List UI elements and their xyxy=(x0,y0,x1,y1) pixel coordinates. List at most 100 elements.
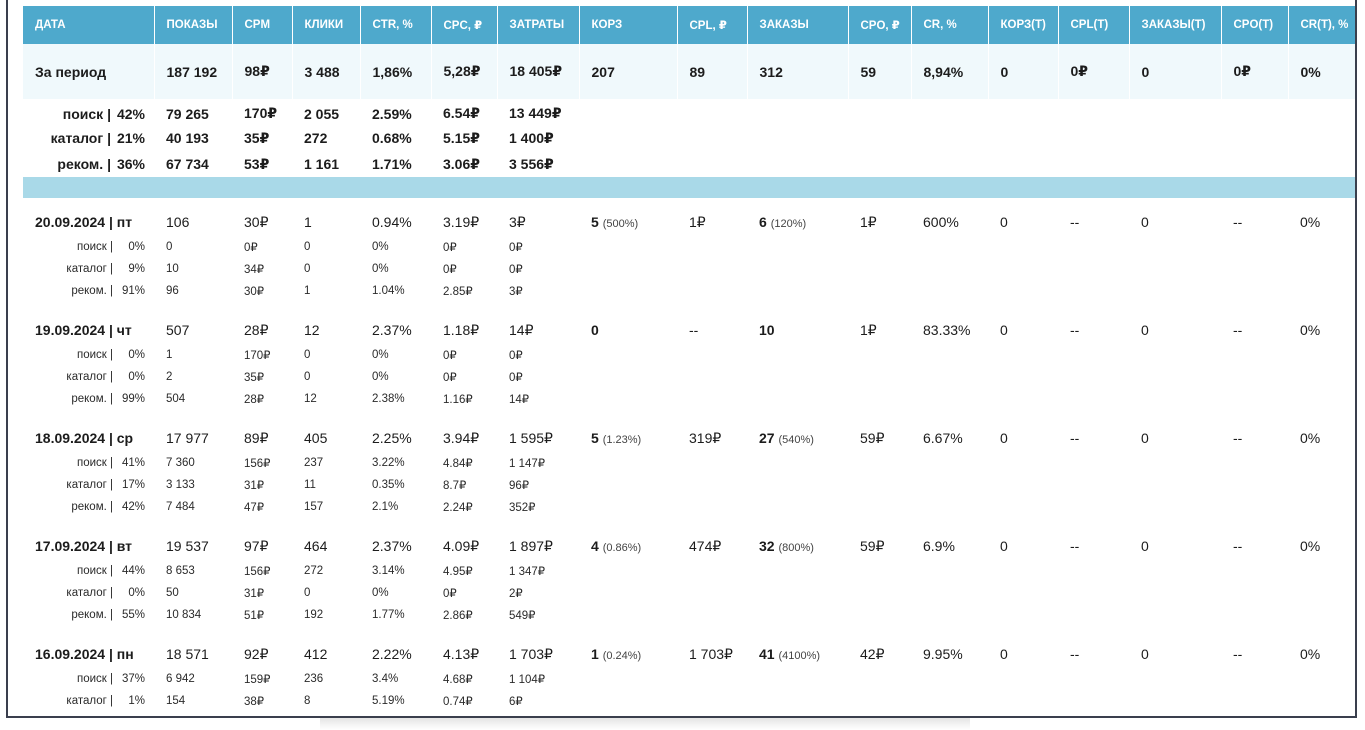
day-source-cell: 3.14% xyxy=(372,565,405,577)
column-header[interactable]: CPC, ₽ xyxy=(431,6,498,44)
stats-table: ДАТА ПОКАЗЫ CPM КЛИКИ CTR, % CPC, ₽ ЗАТРАТЫ КОР… xyxy=(23,6,1355,716)
day-source-cell: 0% xyxy=(372,263,389,275)
day-source-share: 44% xyxy=(121,565,145,577)
day-source-cell: 28₽ xyxy=(244,394,265,406)
empty-cell xyxy=(1221,690,1288,712)
source-name: каталог | xyxy=(50,130,111,146)
day-source-name: поиск | xyxy=(76,457,113,469)
day-source-cell: 2.1% xyxy=(372,501,399,513)
column-header[interactable]: CPM xyxy=(232,6,293,44)
day-cpo: 1₽ xyxy=(860,213,877,230)
empty-cell xyxy=(988,712,1058,716)
empty-cell xyxy=(988,452,1058,474)
day-source-name: каталог | xyxy=(66,371,113,383)
empty-cell xyxy=(1058,344,1129,366)
empty-cell xyxy=(1288,560,1355,582)
column-header[interactable]: КЛИКИ xyxy=(292,6,361,44)
orders-value: 10 xyxy=(759,322,775,338)
empty-cell xyxy=(1288,125,1355,151)
day-source-cell: 0₽ xyxy=(509,372,523,384)
empty-cell xyxy=(1129,125,1221,151)
empty-cell xyxy=(848,690,911,712)
column-header[interactable]: ЗАТРАТЫ xyxy=(497,6,580,44)
day-date: 16.09.2024 | пн xyxy=(35,646,134,662)
column-header[interactable]: КОРЗ(Т) xyxy=(988,6,1059,44)
orders-percent: (120%) xyxy=(770,218,807,230)
day-date: 18.09.2024 | ср xyxy=(35,430,134,446)
source-label: реком. | 36% xyxy=(23,151,154,177)
day-source-cell: 1.16₽ xyxy=(443,394,473,406)
empty-cell xyxy=(579,668,677,690)
empty-cell xyxy=(911,690,988,712)
empty-cell xyxy=(1058,236,1129,258)
empty-cell xyxy=(747,99,848,125)
day-cr: 600% xyxy=(923,214,959,230)
day-source-name: поиск | xyxy=(76,565,113,577)
day-source-cell: 0₽ xyxy=(443,588,457,600)
empty-cell xyxy=(677,690,747,712)
day-source-cell: 11 xyxy=(304,479,316,491)
day-source-cell: 34₽ xyxy=(244,264,265,276)
empty-cell xyxy=(911,125,988,151)
source-cell: 35₽ xyxy=(244,129,270,146)
day-source-share: 42% xyxy=(121,501,145,513)
empty-cell xyxy=(848,258,911,280)
day-source-cell: 2 xyxy=(166,371,173,383)
day-cell: 1 xyxy=(304,214,312,230)
empty-cell xyxy=(677,474,747,496)
bottom-shadow xyxy=(320,718,970,730)
day-source-name: реком. | xyxy=(71,393,113,405)
day-source-cell: 0 xyxy=(166,241,173,253)
day-cell: 3₽ xyxy=(509,213,526,230)
day-korz: 0 xyxy=(579,316,677,344)
empty-cell xyxy=(579,496,677,518)
day-source-share: 55% xyxy=(121,609,145,621)
day-source-label: поиск | 0% xyxy=(23,236,154,258)
day-source-row: каталог | 1% 154 38₽ 8 5.19% 0.74₽ 6₽ xyxy=(23,690,1355,712)
summary-label: За период xyxy=(23,44,155,99)
empty-cell xyxy=(1058,582,1129,604)
column-header[interactable]: ЗАКАЗЫ xyxy=(747,6,849,44)
day-source-row: каталог | 0% 50 31₽ 0 0% 0₽ 2₽ xyxy=(23,582,1355,604)
column-header[interactable]: ЗАКАЗЫ(Т) xyxy=(1129,6,1222,44)
summary-cell: 0 xyxy=(1129,44,1222,99)
empty-cell xyxy=(1129,452,1221,474)
column-header[interactable]: КОРЗ xyxy=(579,6,678,44)
day-source-cell: 3 133 xyxy=(166,479,195,491)
column-header[interactable]: CR, % xyxy=(911,6,989,44)
day-source-cell: 1 xyxy=(166,349,173,361)
day-source-row: поиск | 44% 8 653 156₽ 272 3.14% 4.95₽ 1 347₽ xyxy=(23,560,1355,582)
orders-percent: (800%) xyxy=(778,542,814,554)
source-cell: 1 161 xyxy=(304,156,340,172)
empty-cell xyxy=(1129,99,1221,125)
column-header[interactable]: ДАТА xyxy=(23,6,155,44)
day-source-cell: 156₽ xyxy=(244,566,271,578)
column-header[interactable]: CPO, ₽ xyxy=(848,6,912,44)
day-korz: 5 (1.23%) xyxy=(579,424,677,452)
day-source-cell: 237 xyxy=(304,457,324,469)
day-cell: 2.37% xyxy=(372,538,412,554)
empty-cell xyxy=(988,496,1058,518)
empty-cell xyxy=(911,668,988,690)
day-source-name: каталог | xyxy=(66,695,113,707)
day-source-cell: 2₽ xyxy=(509,588,523,600)
empty-cell xyxy=(1221,560,1288,582)
empty-cell xyxy=(1129,712,1221,716)
empty-cell xyxy=(911,344,988,366)
day-source-cell: 14₽ xyxy=(509,394,530,406)
empty-cell xyxy=(1129,668,1221,690)
day-source-cell: 0 xyxy=(304,587,311,599)
column-header[interactable]: CPL(Т) xyxy=(1058,6,1130,44)
day-source-row: каталог | 9% 10 34₽ 0 0% 0₽ 0₽ xyxy=(23,258,1355,280)
column-header[interactable]: CPL, ₽ xyxy=(677,6,748,44)
column-header[interactable]: ПОКАЗЫ xyxy=(154,6,233,44)
empty-cell xyxy=(988,366,1058,388)
column-header[interactable]: CPO(Т) xyxy=(1221,6,1289,44)
column-header[interactable]: CR(Т), % xyxy=(1288,6,1355,44)
day-cell: 19 537 xyxy=(166,538,209,554)
empty-cell xyxy=(1288,452,1355,474)
column-header[interactable]: CTR, % xyxy=(360,6,432,44)
day-orders-t: 0 xyxy=(1141,322,1149,338)
day-source-cell: 0% xyxy=(372,349,389,361)
day-source-cell: 2.38% xyxy=(372,393,405,405)
